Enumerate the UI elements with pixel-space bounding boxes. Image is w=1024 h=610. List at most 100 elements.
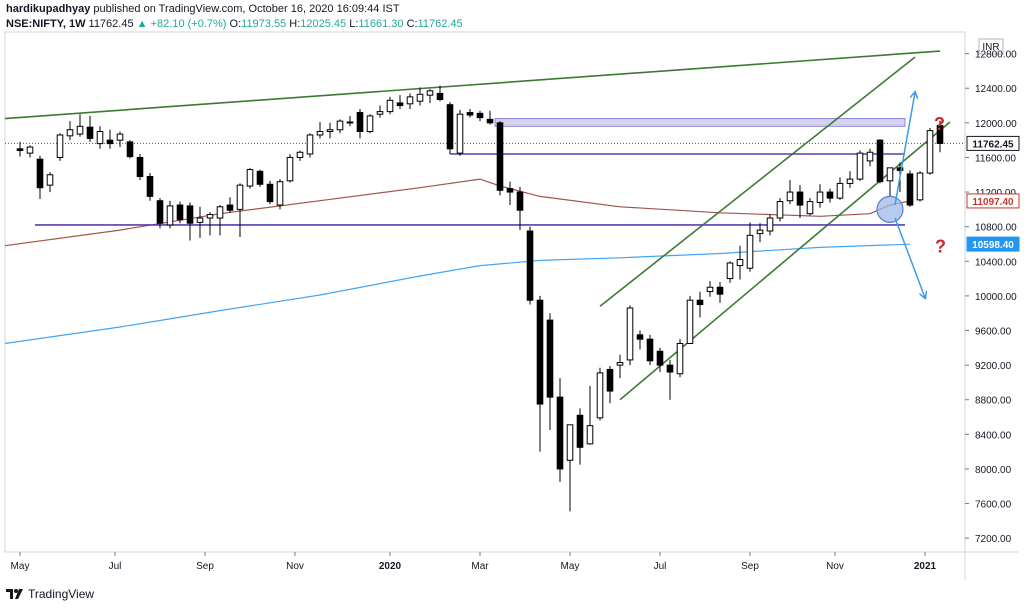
candle (826, 188, 834, 203)
x-tick-label: Jul (654, 561, 667, 572)
candle-body-down (36, 158, 44, 189)
candle-body-up (46, 174, 54, 186)
candle (696, 291, 704, 318)
candle (536, 295, 544, 452)
candle-body-up (166, 205, 174, 226)
candle-body-up (216, 206, 224, 219)
candle (96, 126, 104, 149)
candle-body-up (676, 342, 684, 375)
candle (786, 179, 794, 205)
candle (656, 347, 664, 373)
candle-body-down (906, 173, 914, 206)
candle (856, 150, 864, 181)
candle-body-up (206, 214, 214, 219)
x-tick-label: Sep (741, 561, 759, 572)
candle-body-up (336, 120, 344, 131)
candle (546, 313, 554, 431)
candle (526, 226, 534, 305)
author-name[interactable]: hardikupadhyay (6, 3, 91, 15)
open-value: 11973.55 (241, 18, 287, 30)
candle (266, 180, 274, 205)
candle-body-up (806, 201, 814, 215)
candle (236, 183, 244, 238)
candle-body-up (626, 307, 634, 361)
candle (636, 330, 644, 350)
x-tick-label: Sep (196, 561, 214, 572)
candle-body-up (856, 152, 864, 180)
drawn-lines (4, 50, 951, 401)
question-mark: ? (935, 237, 946, 257)
candle (386, 96, 394, 115)
candle-body-down (526, 230, 534, 301)
candle-body-up (246, 169, 254, 187)
upper-channel (599, 56, 916, 307)
candle (276, 179, 284, 210)
candle-body-up (76, 125, 84, 135)
candle-body-down (156, 200, 164, 224)
candle-body-down (106, 139, 114, 145)
price-axis[interactable]: 7200.00 7600.00 8000.00 8400.00 8800.00 9200.… (965, 50, 1017, 546)
candle (616, 354, 624, 379)
publish-header: hardikupadhyay published on TradingView.… (6, 2, 400, 17)
top-trendline (4, 50, 941, 120)
y-tick-label: 7600.00 (975, 500, 1012, 511)
time-axis[interactable]: May Jul Sep Nov 2020 Mar May Jul Sep Nov 2021 (11, 552, 937, 572)
candle (496, 121, 504, 196)
candle-body-down (826, 191, 834, 199)
candle (686, 295, 694, 344)
candle-body-down (446, 104, 454, 150)
high-label: H: (289, 18, 301, 30)
candle (296, 150, 304, 161)
change-arrow-icon: ▲ (136, 18, 148, 30)
candle-body-up (736, 259, 744, 267)
resistance-zone (494, 118, 906, 127)
candle-body-up (836, 182, 844, 199)
y-tick-label: 12400.00 (975, 84, 1017, 95)
candle-body-down (606, 368, 614, 392)
candle (586, 385, 594, 445)
up-arrow (894, 93, 915, 206)
price-label: 10598.40 (966, 236, 1020, 252)
candle (286, 153, 294, 183)
x-tick-label: Mar (471, 561, 489, 572)
candle (646, 334, 654, 366)
symbol-label[interactable]: NSE:NIFTY, 1W (6, 18, 86, 30)
candle-body-down (346, 121, 354, 124)
candle-body-down (936, 124, 944, 144)
candle (476, 110, 484, 122)
low-value: 11661.30 (358, 18, 404, 30)
candle-body-down (176, 204, 184, 221)
candle-body-down (666, 364, 674, 373)
candle (766, 214, 774, 236)
candle-body-up (376, 111, 384, 115)
candle (416, 87, 424, 106)
price-label-box (966, 193, 1020, 209)
candle (316, 121, 324, 139)
candle (166, 200, 174, 229)
candle (886, 167, 894, 197)
candle (556, 378, 564, 482)
candle-body-down (86, 126, 94, 139)
candle (346, 115, 354, 127)
candle-body-up (616, 362, 624, 366)
candle-body-up (96, 131, 104, 145)
candle (756, 223, 764, 243)
candle (216, 205, 224, 236)
candle-body-up (596, 372, 604, 419)
currency-badge[interactable] (978, 38, 1004, 55)
lower-channel (619, 121, 951, 401)
price-label-box (966, 135, 1020, 151)
candle-body-up (766, 217, 774, 232)
candle-body-down (496, 122, 504, 191)
candle (326, 122, 334, 139)
low-label: L: (349, 18, 359, 30)
candle (456, 109, 464, 156)
candle-body-down (16, 148, 24, 152)
x-tick-label: 2021 (914, 561, 937, 572)
candle (936, 120, 944, 153)
candle-body-up (326, 129, 334, 133)
footer-brand[interactable]: TradingView (6, 586, 94, 602)
annotations: ?? (876, 93, 946, 298)
price-label-text: 10598.40 (972, 240, 1014, 251)
